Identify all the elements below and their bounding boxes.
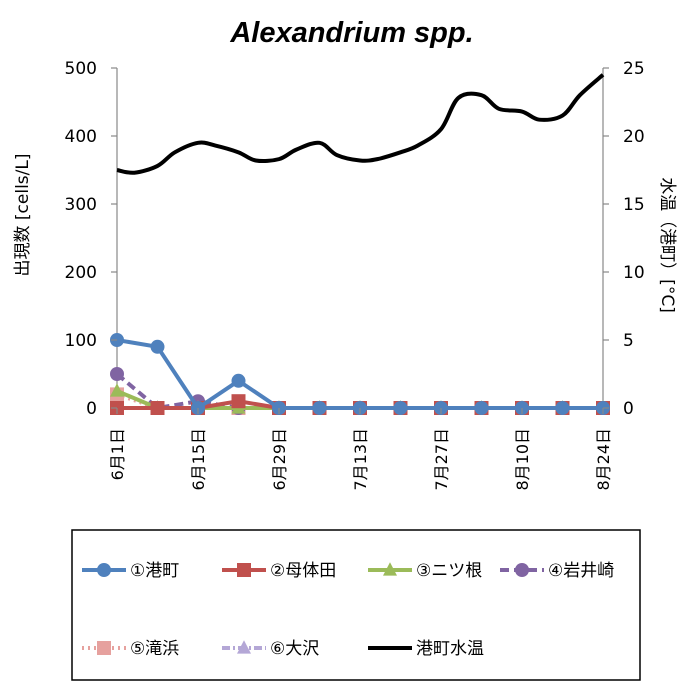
legend-swatch-marker — [97, 563, 111, 577]
legend-swatch-marker — [97, 641, 111, 655]
legend-label: ④岩井崎 — [548, 561, 614, 581]
series-temperature-line — [116, 73, 605, 175]
legend-item: ②母体田 — [222, 561, 336, 581]
legend-box — [71, 529, 641, 681]
y-tick-label: 500 — [65, 59, 97, 79]
legend-swatch-marker — [515, 563, 529, 577]
legend-label: ①港町 — [130, 561, 179, 581]
series-1-point — [231, 373, 246, 388]
legend-item: ③ニツ根 — [368, 561, 482, 581]
x-tick-label: 6月15日 — [189, 428, 208, 491]
y2-tick-label: 5 — [623, 331, 634, 351]
series-1-point — [150, 339, 165, 354]
y-tick-label: 0 — [86, 399, 97, 419]
legend: ①港町 ②母体田 ③ニツ根 ④岩井崎 ⑤滝浜 ⑥大沢 港町水温 — [82, 561, 614, 659]
x-tick-label: 8月10日 — [513, 428, 532, 491]
y-tick-label: 100 — [65, 331, 97, 351]
legend-label: ②母体田 — [270, 561, 336, 581]
y-tick-label: 400 — [65, 127, 97, 147]
chart-title: Alexandrium spp. — [229, 17, 473, 49]
legend-item: ④岩井崎 — [500, 561, 614, 581]
legend-label: ③ニツ根 — [416, 561, 482, 581]
legend-swatch-marker — [237, 640, 251, 654]
x-tick-label: 6月29日 — [270, 428, 289, 491]
series-3-point — [110, 383, 124, 397]
x-tick-label: 7月13日 — [351, 428, 370, 491]
y2-tick-label: 15 — [623, 195, 645, 215]
left-axis-ticks: 0 100 200 300 400 500 — [65, 59, 117, 419]
series-1 — [110, 333, 610, 415]
series-1-line — [116, 338, 603, 411]
y2-tick-label: 0 — [623, 399, 634, 419]
y2-tick-label: 10 — [623, 263, 645, 283]
y-tick-label: 200 — [65, 263, 97, 283]
x-tick-label: 8月24日 — [594, 428, 613, 491]
series-4-point — [110, 367, 124, 381]
series-2-point — [231, 394, 246, 409]
legend-swatch-marker — [383, 562, 397, 576]
legend-label: ⑤滝浜 — [130, 639, 179, 659]
y-axis-label: 出現数 [cells/L] — [13, 154, 33, 277]
y-tick-label: 300 — [65, 195, 97, 215]
series-1-point — [393, 401, 408, 415]
x-tick-label: 7月27日 — [432, 428, 451, 491]
x-axis-date-labels: 6月1日 6月15日 6月29日 7月13日 7月27日 8月10日 8月24日 — [108, 408, 613, 491]
legend-label: 港町水温 — [416, 639, 484, 659]
right-axis-ticks: 0 5 10 15 20 25 — [603, 59, 645, 419]
x-tick-label: 6月1日 — [108, 428, 127, 480]
y2-axis-label: 水温（港町）[°C] — [657, 177, 677, 313]
series-1-point — [474, 401, 489, 415]
legend-label: ⑥大沢 — [270, 639, 319, 659]
series-2-point — [150, 401, 165, 415]
series-1-point — [555, 401, 570, 415]
legend-item: ⑤滝浜 — [82, 639, 179, 659]
legend-item: ⑥大沢 — [222, 639, 319, 659]
series-1-point — [312, 401, 327, 415]
legend-item: 港町水温 — [368, 639, 484, 659]
y2-tick-label: 20 — [623, 127, 645, 147]
legend-swatch-marker — [237, 563, 251, 577]
y2-tick-label: 25 — [623, 59, 645, 79]
plot-area — [110, 68, 610, 415]
legend-item: ①港町 — [82, 561, 179, 581]
